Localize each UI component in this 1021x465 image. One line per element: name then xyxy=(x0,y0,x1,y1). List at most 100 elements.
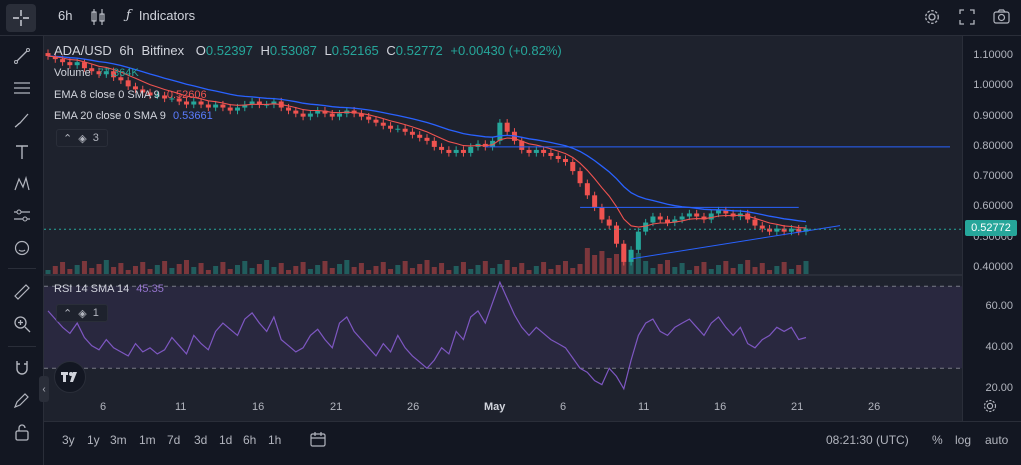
volume-bar xyxy=(315,265,321,274)
volume-bar xyxy=(366,270,372,274)
indicators-collapse-pill[interactable]: ⌃ ◈ 3 xyxy=(56,129,108,147)
auto-toggle[interactable]: auto xyxy=(985,433,1009,447)
chart-type-button[interactable] xyxy=(90,8,106,31)
fullscreen-button[interactable] xyxy=(959,9,975,30)
candle xyxy=(293,110,299,114)
candle xyxy=(307,113,313,117)
candle xyxy=(176,98,182,102)
candle xyxy=(621,243,627,262)
scale-settings-button[interactable] xyxy=(983,399,997,418)
zoom-tool[interactable] xyxy=(10,312,34,336)
fib-tool[interactable] xyxy=(10,76,34,100)
candle xyxy=(562,159,568,163)
toolbar-divider xyxy=(8,268,36,269)
volume-bar xyxy=(89,268,95,274)
ema8-line xyxy=(47,55,807,229)
time-tick: 6 xyxy=(560,401,567,413)
candle xyxy=(468,146,474,153)
ema20-legend[interactable]: EMA 20 close 0 SMA 9 0.53661 xyxy=(54,110,217,122)
volume-bar xyxy=(111,267,117,274)
crosshair-tool-button[interactable] xyxy=(6,4,36,32)
time-tick: May xyxy=(484,401,506,413)
volume-bar xyxy=(380,262,386,274)
rsi-collapse-pill[interactable]: ⌃ ◈ 1 xyxy=(56,304,108,322)
ema8-legend[interactable]: EMA 8 close 0 SMA 9 0.52606 xyxy=(54,89,211,101)
candle xyxy=(614,225,619,244)
range-button-1d[interactable]: 1d xyxy=(219,433,233,447)
candle xyxy=(125,80,131,87)
range-button-3y[interactable]: 3y xyxy=(62,433,75,447)
ema20-line xyxy=(47,55,807,223)
volume-bar xyxy=(154,265,160,274)
text-tool[interactable] xyxy=(10,140,34,164)
lock-drawings-tool[interactable] xyxy=(10,388,34,412)
volume-bar xyxy=(227,269,233,274)
percent-toggle[interactable]: % xyxy=(932,433,943,447)
candle xyxy=(358,113,364,117)
candle xyxy=(256,101,262,105)
brush-tool[interactable] xyxy=(10,108,34,132)
candle xyxy=(235,107,240,111)
volume-bar xyxy=(599,251,605,274)
candle xyxy=(592,195,598,208)
price-scale[interactable]: 1.10000 1.00000 0.90000 0.80000 0.70000 0.600… xyxy=(962,36,1021,421)
symbol-name[interactable]: ADA/USD xyxy=(54,43,112,58)
forecast-tool[interactable] xyxy=(10,204,34,228)
volume-bar xyxy=(774,266,780,274)
volume-bar xyxy=(716,265,722,274)
pattern-tool[interactable] xyxy=(10,172,34,196)
time-axis[interactable]: 6 11 16 21 26 May 6 11 16 21 26 xyxy=(44,399,962,421)
emoji-tool[interactable] xyxy=(10,236,34,260)
candle xyxy=(395,128,401,130)
symbol-legend: ADA/USD 6h Bitfinex O0.52397 H0.53087 L0… xyxy=(54,43,566,58)
candle xyxy=(183,101,189,105)
volume-bar xyxy=(446,270,452,274)
volume-legend[interactable]: Volume 77.364K xyxy=(54,67,143,79)
candle xyxy=(716,210,722,214)
collapse-toolbar-button[interactable]: ‹ xyxy=(39,376,49,402)
price-chart[interactable] xyxy=(44,36,962,421)
volume-bar xyxy=(402,261,408,274)
volume-bar xyxy=(191,267,197,274)
candle xyxy=(213,104,219,108)
date-range-button[interactable] xyxy=(310,431,326,452)
utc-clock[interactable]: 08:21:30 (UTC) xyxy=(826,433,909,447)
range-button-3m[interactable]: 3m xyxy=(110,433,127,447)
range-button-1h[interactable]: 1h xyxy=(268,433,282,447)
range-button-3d[interactable]: 3d xyxy=(194,433,208,447)
trend-line-tool[interactable] xyxy=(10,44,34,68)
snapshot-button[interactable] xyxy=(993,9,1010,29)
last-price-label: 0.52772 xyxy=(965,220,1017,236)
volume-bar xyxy=(183,260,189,274)
measure-tool[interactable] xyxy=(10,280,34,304)
candle xyxy=(264,104,270,106)
rsi-legend[interactable]: RSI 14 SMA 14 45.35 xyxy=(54,283,168,295)
tradingview-logo[interactable] xyxy=(54,361,86,393)
indicators-button[interactable]: ƒ Indicators xyxy=(126,8,195,23)
lock-tool[interactable] xyxy=(10,420,34,444)
volume-bar xyxy=(745,260,751,274)
volume-bar xyxy=(562,261,568,274)
volume-bar xyxy=(592,255,598,274)
volume-bar xyxy=(125,270,131,274)
chart-pane[interactable]: ADA/USD 6h Bitfinex O0.52397 H0.53087 L0… xyxy=(39,36,962,421)
range-button-6h[interactable]: 6h xyxy=(243,433,257,447)
volume-bar xyxy=(708,269,714,274)
toolbar-divider xyxy=(8,346,36,347)
support-trendline xyxy=(630,225,841,260)
volume-bar xyxy=(322,261,328,274)
range-button-1y[interactable]: 1y xyxy=(87,433,100,447)
candle xyxy=(337,113,343,117)
candle xyxy=(154,95,160,97)
settings-button[interactable] xyxy=(924,9,940,30)
volume-bar xyxy=(300,262,306,274)
candle xyxy=(45,53,51,57)
log-toggle[interactable]: log xyxy=(955,433,972,447)
magnet-tool[interactable] xyxy=(10,356,34,380)
range-button-1m[interactable]: 1m xyxy=(139,433,156,447)
volume-bar xyxy=(286,270,292,274)
interval-button[interactable]: 6h xyxy=(58,8,73,23)
magnet-icon xyxy=(16,361,28,375)
layers-icon: ◈ xyxy=(78,307,87,320)
range-button-7d[interactable]: 7d xyxy=(167,433,181,447)
